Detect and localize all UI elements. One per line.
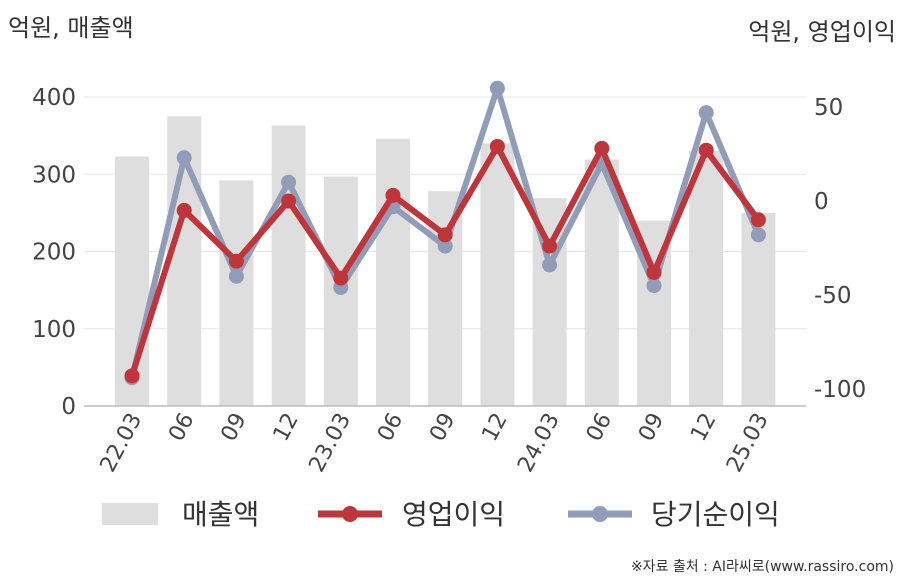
series-point-당기순이익 [281,174,297,190]
series-point-당기순이익 [698,105,714,121]
right-tick-label: -100 [814,377,866,403]
bar-revenue [376,138,410,406]
legend-swatch-marker [342,506,358,522]
series-point-영업이익 [698,142,714,158]
source-note: ※자료 출처 : AI라씨로(www.rassiro.com) [631,559,894,575]
series-point-당기순이익 [489,80,505,96]
series-point-영업이익 [281,193,297,209]
series-point-영업이익 [176,202,192,218]
series-point-당기순이익 [176,150,192,166]
bar-revenue [480,143,515,406]
left-tick-label: 400 [32,85,76,111]
series-point-영업이익 [594,140,610,156]
series-point-영업이익 [124,368,140,384]
series-point-영업이익 [333,270,349,286]
bar-revenue [271,125,306,407]
series-point-영업이익 [385,187,401,203]
right-axis-unit: 억원, 영업이익 [748,18,896,46]
x-tick-label: 12 [269,409,304,445]
x-tick-label: 25.03 [722,409,774,476]
series-point-영업이익 [489,138,505,154]
right-tick-label: 0 [814,189,829,215]
legend: 매출액 영업이익 당기순이익 [102,498,780,531]
bar-revenue [741,212,776,406]
x-tick-label: 06 [373,409,408,445]
left-axis-ticks: 0 100 200 300 400 [32,85,76,420]
series-point-영업이익 [542,238,558,254]
x-axis-ticks: 22.03 06 09 12 23.03 06 09 12 24.03 06 09 12 25.03 [96,409,774,476]
series-point-영업이익 [750,212,766,228]
bar-revenue [219,180,254,406]
x-tick-label: 12 [686,409,721,445]
series-point-당기순이익 [228,268,244,284]
line-series [124,80,766,386]
series-point-영업이익 [228,253,244,269]
bar-revenue [689,151,724,406]
left-tick-label: 200 [32,240,76,266]
legend-swatch-bar [102,503,158,525]
x-tick-label: 24.03 [513,409,565,476]
bar-series-revenue [115,116,776,407]
x-tick-label: 22.03 [96,409,148,476]
left-tick-label: 300 [32,162,76,188]
legend-label: 영업이익 [402,498,505,531]
x-tick-label: 06 [582,409,617,445]
x-tick-label: 09 [425,409,460,445]
bar-revenue [584,159,619,406]
bar-revenue [115,156,149,406]
x-tick-label: 06 [164,409,199,445]
series-point-당기순이익 [646,278,662,294]
x-tick-label: 09 [216,409,251,445]
x-tick-label: 23.03 [304,409,356,476]
series-point-영업이익 [646,264,662,280]
legend-label: 당기순이익 [651,498,780,531]
series-point-당기순이익 [542,257,558,273]
series-point-영업이익 [437,227,453,243]
legend-swatch-marker [592,506,608,522]
left-tick-label: 0 [61,394,76,420]
right-tick-label: 50 [814,95,843,121]
left-tick-label: 100 [32,317,76,343]
right-tick-label: -50 [814,283,852,309]
x-tick-label: 09 [634,409,669,445]
legend-label: 매출액 [182,498,259,531]
series-point-당기순이익 [750,227,766,243]
left-axis-unit: 억원, 매출액 [8,14,134,42]
series-point-당기순이익 [437,238,453,254]
right-axis-ticks: -100 -50 0 50 [814,95,866,403]
x-tick-label: 12 [477,409,512,445]
